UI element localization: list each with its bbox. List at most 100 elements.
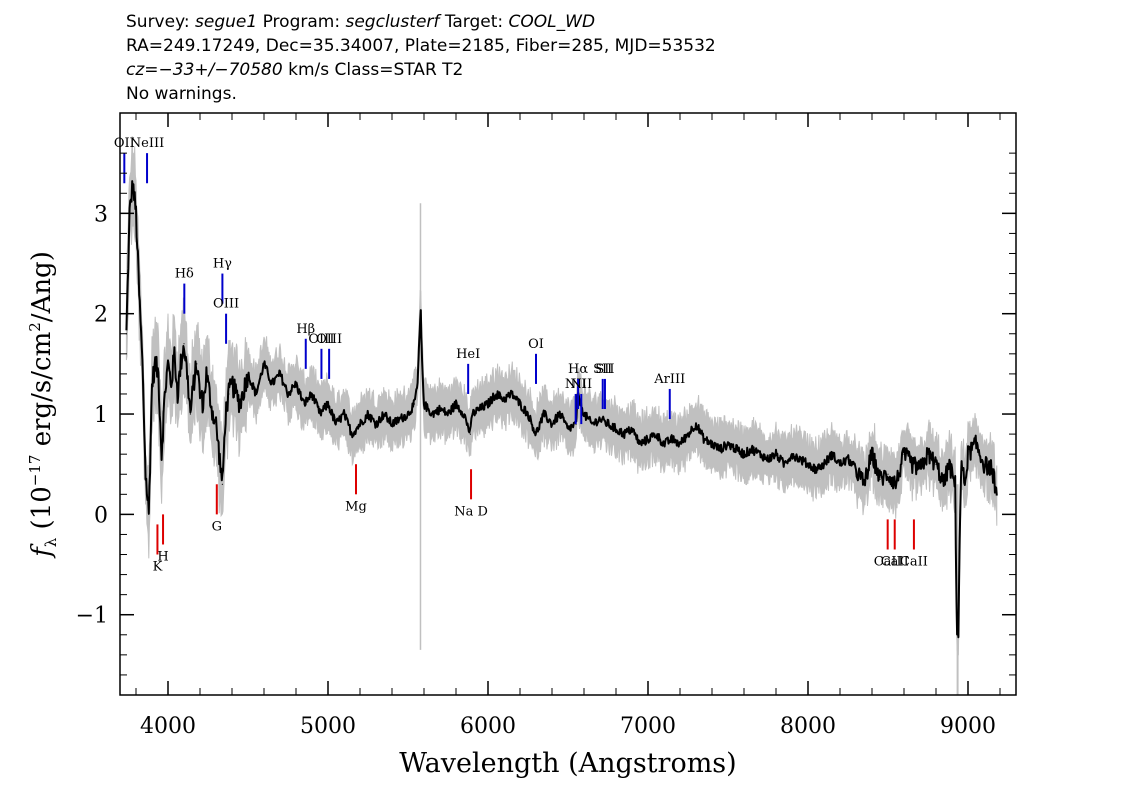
flux-point	[215, 423, 217, 425]
flux-point	[138, 293, 140, 295]
flux-point	[735, 448, 737, 450]
flux-point	[943, 483, 945, 485]
flux-point	[407, 413, 409, 415]
flux-point	[218, 453, 220, 455]
line-marker-label: OI	[528, 337, 544, 352]
flux-point	[647, 438, 649, 440]
flux-point	[975, 443, 977, 445]
flux-point	[655, 433, 657, 435]
flux-point	[567, 428, 569, 430]
flux-point	[375, 423, 377, 425]
flux-point	[679, 443, 681, 445]
flux-point	[132, 182, 134, 184]
line-marker-label: NII	[565, 377, 587, 392]
flux-point	[967, 453, 969, 455]
flux-point	[831, 453, 833, 455]
flux-point	[383, 413, 385, 415]
flux-point	[421, 373, 423, 375]
flux-point	[743, 453, 745, 455]
flux-point	[327, 403, 329, 405]
survey-label: Survey:	[126, 12, 190, 32]
line-marker-label: H	[157, 549, 168, 564]
flux-point	[948, 463, 950, 465]
flux-point	[559, 413, 561, 415]
line-marker-label: HeI	[456, 347, 480, 362]
flux-point	[927, 453, 929, 455]
flux-point	[343, 413, 345, 415]
flux-point	[463, 413, 465, 415]
flux-point	[391, 423, 393, 425]
flux-point	[607, 423, 609, 425]
header-line-redshift: cz=−33+/−70580 km/s Class=STAR T2	[126, 58, 716, 82]
flux-point	[957, 634, 960, 636]
y-tick-label: 3	[94, 202, 108, 227]
y-tick-label: 1	[94, 403, 108, 428]
flux-point	[263, 363, 265, 365]
flux-point	[996, 493, 998, 495]
flux-point	[783, 463, 785, 465]
flux-point	[351, 433, 353, 435]
cz-units-class: km/s Class=STAR T2	[288, 60, 464, 80]
flux-point	[255, 393, 257, 395]
flux-point	[991, 468, 993, 470]
line-marker-label: OIII	[316, 332, 342, 347]
flux-point	[863, 483, 865, 485]
line-marker-label: CaII	[874, 555, 902, 570]
flux-point	[959, 513, 961, 516]
flux-point	[519, 403, 521, 405]
axes-layer: 4000 5000 6000 7000 8000 9000 −1 0 1 2 3	[76, 113, 1016, 739]
flux-point	[583, 413, 585, 415]
flux-point	[799, 458, 801, 460]
flux-point	[420, 313, 422, 315]
flux-point	[751, 448, 753, 450]
flux-point	[319, 413, 321, 415]
flux-point	[423, 403, 425, 405]
line-marker-label: NII	[570, 377, 592, 392]
flux-point	[956, 624, 958, 626]
plot-frame	[119, 112, 1017, 696]
flux-point	[511, 393, 513, 395]
flux-point	[202, 403, 204, 405]
flux-point	[631, 428, 633, 430]
line-marker-label: ArIII	[653, 372, 685, 387]
flux-point	[399, 418, 401, 420]
error-band	[125, 136, 998, 656]
flux-point	[703, 438, 705, 440]
header-line-survey: Survey: segue1 Program: segclusterf Targ…	[126, 10, 716, 34]
flux-point	[695, 423, 697, 425]
target-label: Target:	[444, 12, 504, 32]
x-tick-label: 9000	[940, 714, 996, 739]
flux-point	[823, 463, 825, 465]
line-marker-label: CaII	[881, 555, 909, 570]
flux-point	[447, 413, 449, 415]
flux-point	[303, 403, 305, 405]
flux-point	[471, 413, 473, 415]
flux-point	[935, 463, 937, 465]
flux-point	[527, 413, 529, 415]
program-value: segclusterf	[345, 12, 440, 32]
flux-point	[167, 363, 169, 365]
flux-point	[615, 428, 617, 430]
flux-point	[417, 383, 419, 385]
flux-point	[711, 443, 713, 445]
flux-point	[413, 403, 415, 405]
flux-point	[199, 393, 201, 395]
flux-point	[221, 483, 223, 485]
flux-point	[775, 453, 777, 455]
flux-point	[551, 423, 553, 425]
flux-point	[335, 423, 337, 425]
flux-point	[879, 478, 881, 480]
spectrum-header: Survey: segue1 Program: segclusterf Targ…	[126, 10, 716, 106]
flux-point	[807, 463, 809, 465]
flux-point	[145, 473, 147, 475]
flux-point	[599, 418, 601, 420]
cz-value: −33+/−70580	[158, 60, 283, 80]
line-marker-label: Hβ	[296, 322, 315, 337]
flux-point	[911, 463, 913, 465]
flux-point	[164, 393, 166, 395]
line-marker-label: K	[153, 560, 163, 575]
flux-point	[855, 468, 857, 470]
flux-point	[186, 373, 188, 375]
flux-point	[791, 453, 793, 455]
